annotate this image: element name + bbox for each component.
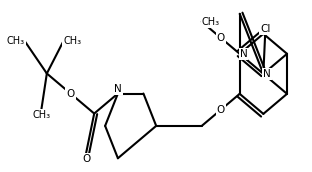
- Text: Cl: Cl: [260, 24, 271, 34]
- Text: N: N: [240, 49, 247, 59]
- Text: CH₃: CH₃: [202, 17, 220, 27]
- Text: CH₃: CH₃: [32, 110, 51, 120]
- Text: O: O: [217, 33, 225, 43]
- Text: CH₃: CH₃: [63, 36, 81, 46]
- Text: O: O: [217, 105, 225, 115]
- Text: O: O: [66, 89, 75, 99]
- Text: CH₃: CH₃: [7, 36, 25, 46]
- Text: O: O: [82, 154, 90, 164]
- Text: N: N: [114, 84, 122, 94]
- Text: N: N: [263, 69, 271, 79]
